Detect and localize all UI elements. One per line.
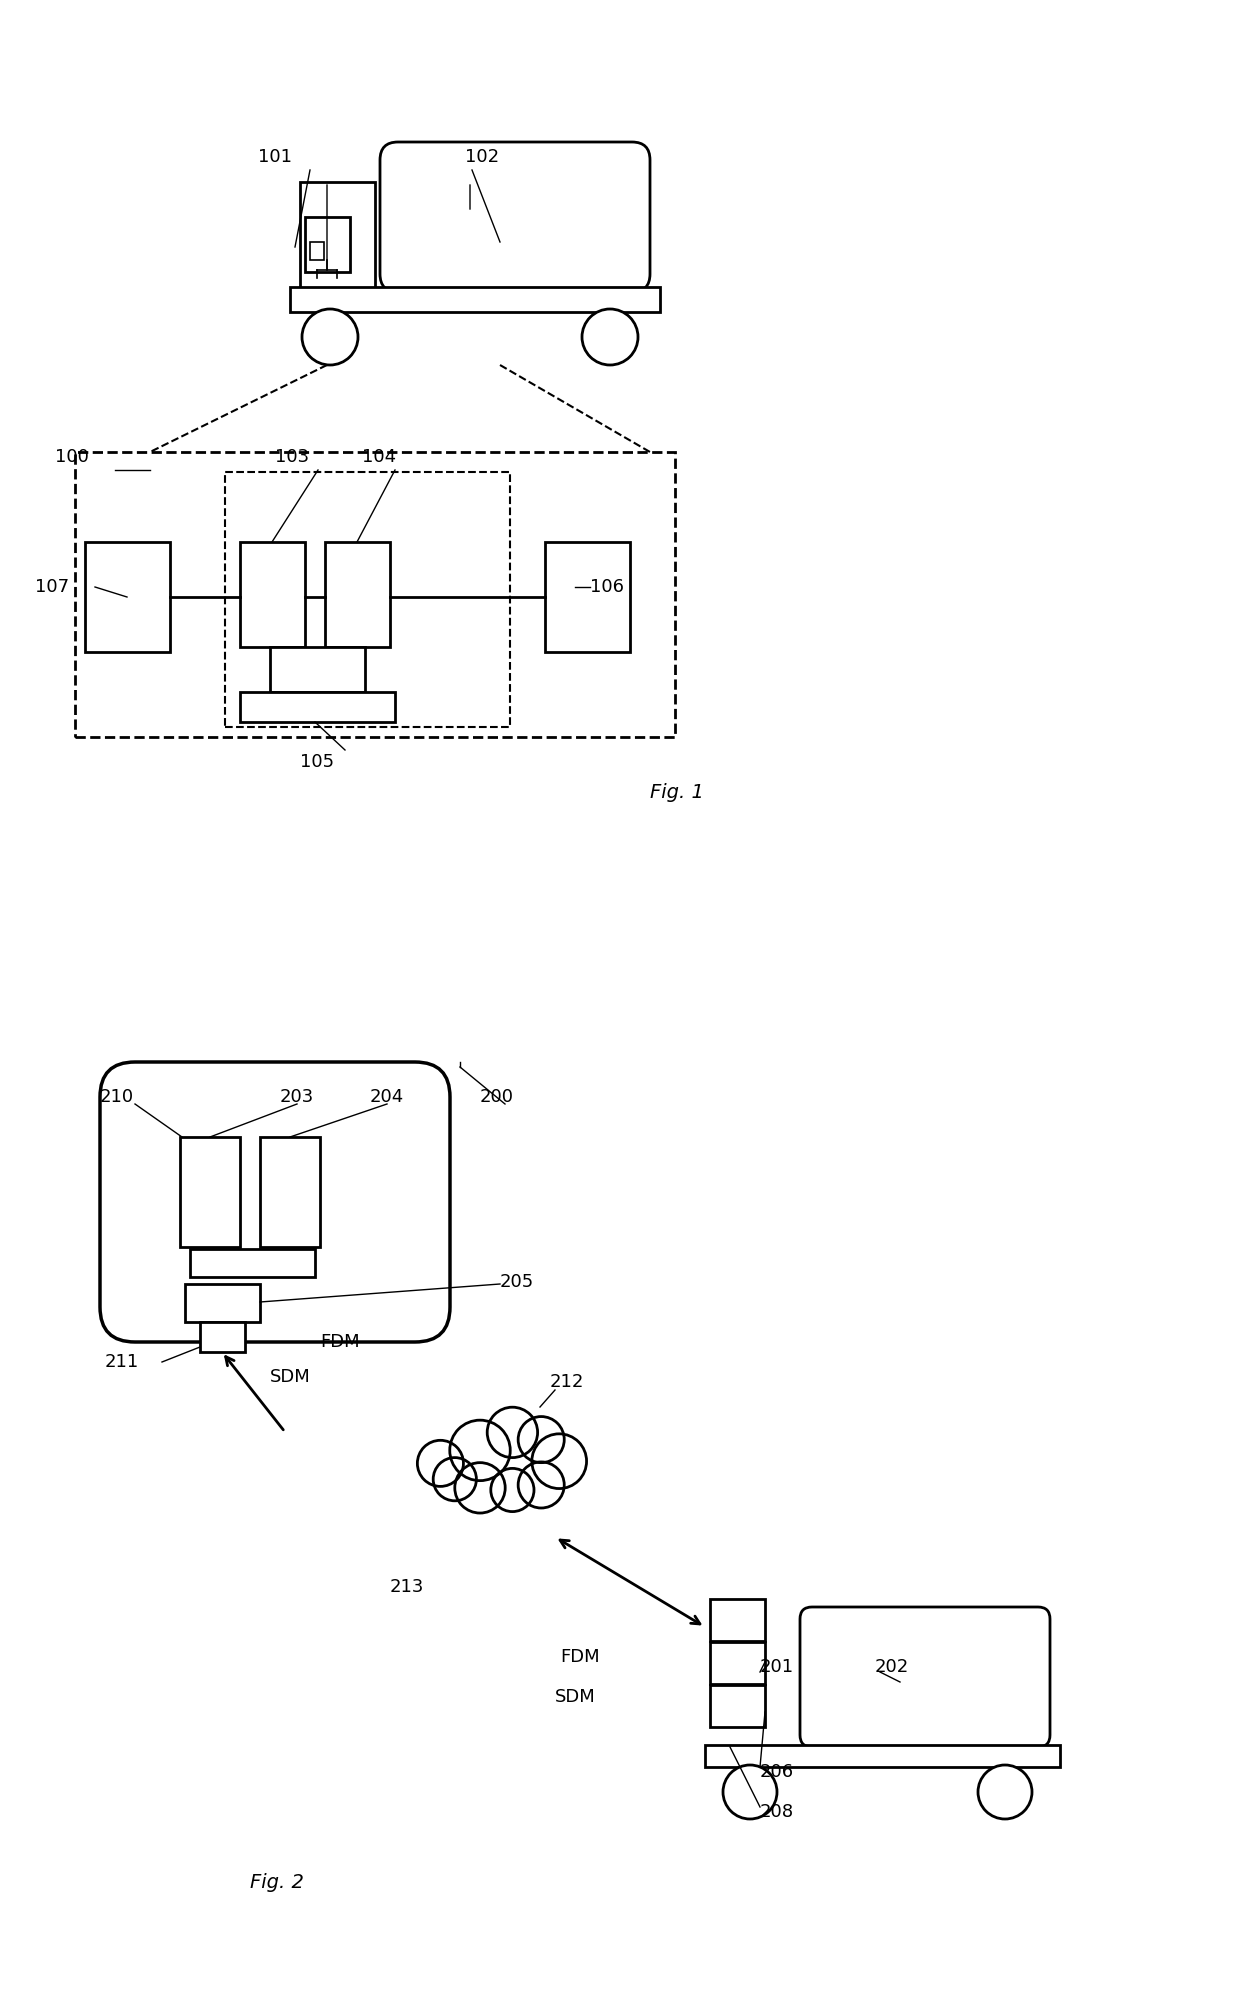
Text: 103: 103 — [275, 449, 309, 467]
FancyBboxPatch shape — [100, 1062, 450, 1342]
Text: SDM: SDM — [556, 1688, 595, 1706]
FancyBboxPatch shape — [800, 1608, 1050, 1746]
Text: 206: 206 — [760, 1763, 794, 1781]
Circle shape — [418, 1441, 464, 1487]
Bar — [290, 288, 660, 312]
Bar — [706, 1744, 1060, 1767]
Text: 203: 203 — [280, 1088, 314, 1107]
Bar — [74, 453, 675, 736]
Text: Fig. 2: Fig. 2 — [250, 1873, 304, 1891]
Text: 213: 213 — [391, 1577, 424, 1596]
Bar — [185, 1284, 260, 1322]
Text: FDM: FDM — [320, 1334, 360, 1350]
Bar — [300, 181, 374, 292]
Bar — [180, 1137, 241, 1247]
Text: 208: 208 — [760, 1803, 794, 1821]
FancyBboxPatch shape — [379, 143, 650, 292]
Circle shape — [487, 1406, 538, 1457]
Circle shape — [723, 1765, 777, 1819]
Text: 104: 104 — [362, 449, 396, 467]
Text: 107: 107 — [35, 577, 69, 596]
Text: 210: 210 — [100, 1088, 134, 1107]
Text: 204: 204 — [370, 1088, 404, 1107]
Text: SDM: SDM — [270, 1368, 311, 1386]
Text: FDM: FDM — [560, 1648, 600, 1666]
Text: 200: 200 — [480, 1088, 515, 1107]
Bar — [200, 1322, 246, 1352]
Text: Fig. 1: Fig. 1 — [650, 783, 704, 801]
Text: 100: 100 — [55, 449, 89, 467]
Bar — [86, 541, 170, 652]
Circle shape — [455, 1463, 505, 1513]
Text: 205: 205 — [500, 1274, 534, 1292]
Bar — [310, 241, 324, 260]
Circle shape — [518, 1463, 564, 1509]
Circle shape — [303, 310, 358, 364]
Text: 211: 211 — [105, 1352, 139, 1370]
Circle shape — [433, 1457, 476, 1501]
Circle shape — [532, 1435, 587, 1489]
Text: 102: 102 — [465, 149, 500, 167]
Bar — [270, 648, 365, 692]
Circle shape — [518, 1416, 564, 1463]
Bar — [190, 1249, 315, 1278]
Bar — [711, 1600, 765, 1642]
Bar — [711, 1684, 765, 1726]
Bar — [241, 692, 396, 722]
Bar — [224, 473, 510, 726]
Text: 101: 101 — [258, 149, 291, 167]
Circle shape — [582, 310, 639, 364]
Bar — [260, 1137, 320, 1247]
Text: 106: 106 — [590, 577, 624, 596]
Circle shape — [450, 1420, 510, 1481]
Text: 212: 212 — [551, 1372, 584, 1390]
Text: 201: 201 — [760, 1658, 794, 1676]
Circle shape — [978, 1765, 1032, 1819]
Bar — [325, 541, 391, 648]
Text: 202: 202 — [875, 1658, 909, 1676]
Circle shape — [491, 1469, 534, 1511]
Bar — [546, 541, 630, 652]
Bar — [305, 217, 350, 272]
Bar — [241, 541, 305, 648]
Text: 105: 105 — [300, 752, 334, 771]
Bar — [711, 1642, 765, 1684]
